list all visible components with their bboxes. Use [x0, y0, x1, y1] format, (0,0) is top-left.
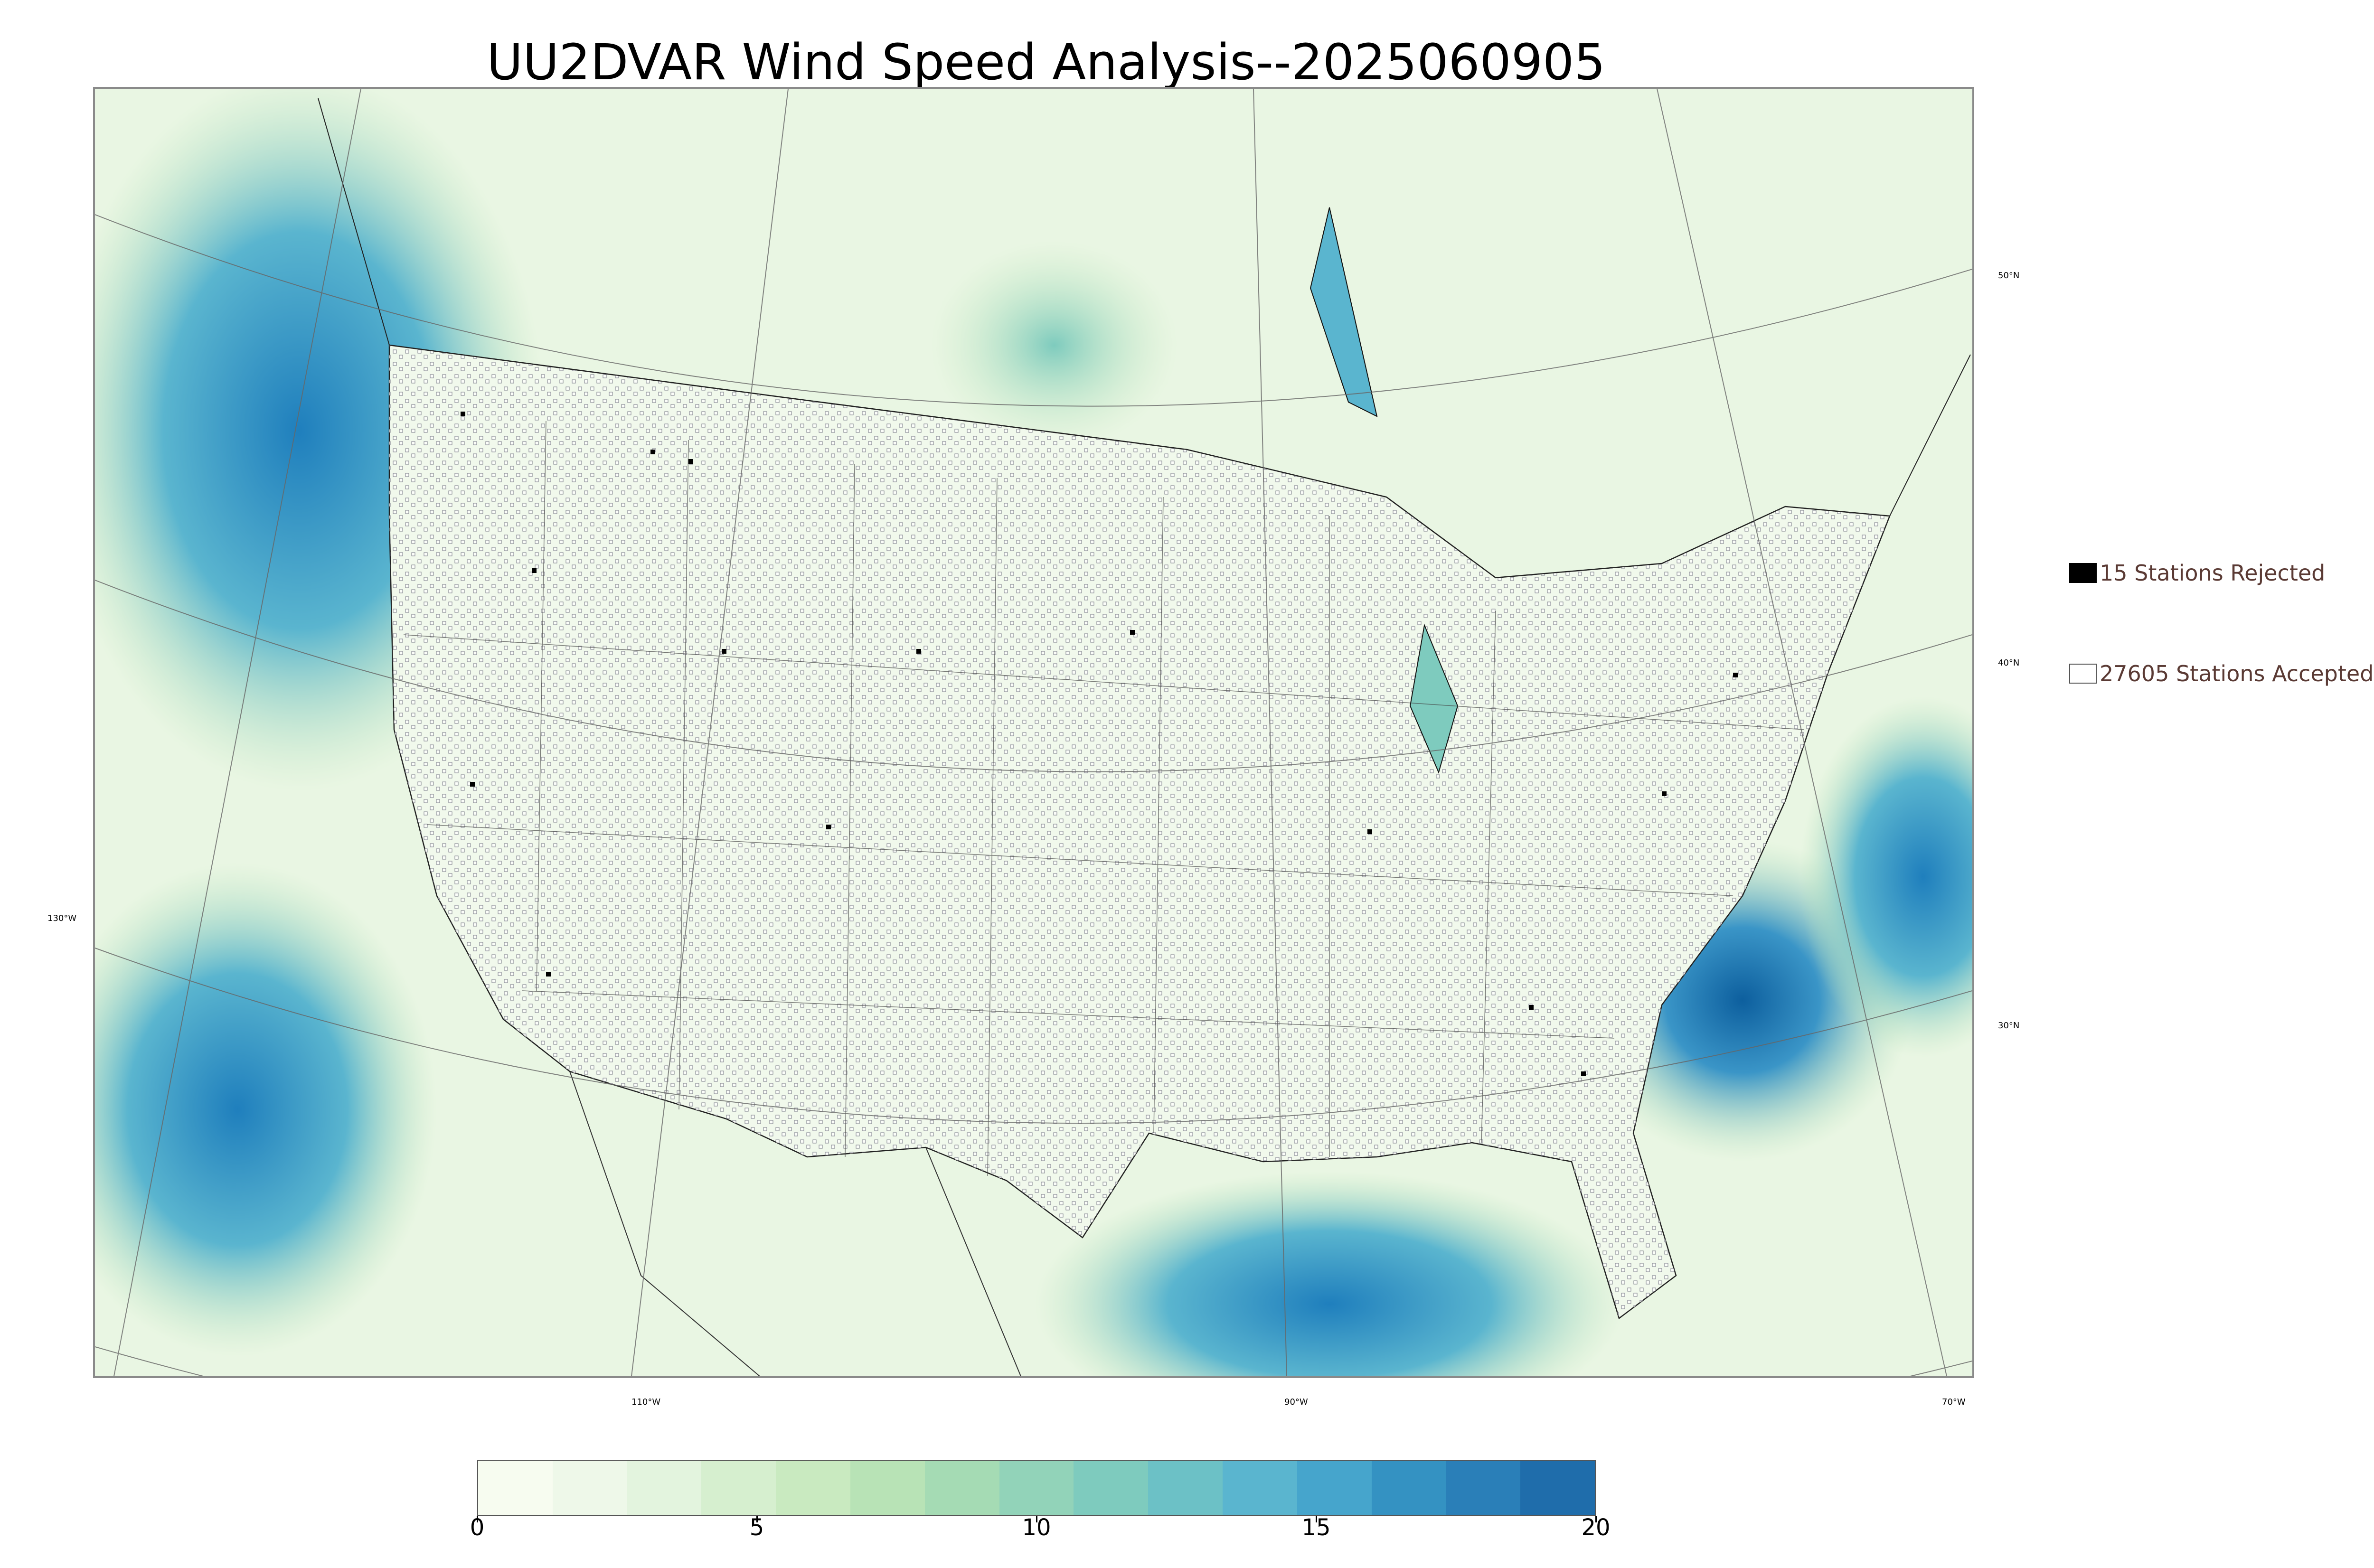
rejected-square-icon — [2069, 563, 2097, 583]
map-title: UU2DVAR Wind Speed Analysis--2025060905 — [487, 33, 1606, 91]
colorbar-segment — [478, 1461, 553, 1515]
lon-label-70w: 70°W — [1942, 1397, 1966, 1407]
pacific-sw-high-wind — [95, 863, 437, 1356]
colorbar-tick — [1036, 1516, 1037, 1522]
colorbar-tick — [476, 1516, 478, 1522]
colorbar-segment — [1222, 1461, 1297, 1515]
legend-accepted: 27605 Stations Accepted — [2069, 661, 2374, 686]
lon-label-110w: 110°W — [631, 1397, 661, 1407]
colorbar-tick-label: 20 — [1581, 1514, 1611, 1541]
colorbar-segment — [1520, 1461, 1595, 1515]
lat-label-40n: 40°N — [1998, 658, 2020, 668]
colorbar-tick-label: 10 — [1022, 1514, 1051, 1541]
colorbar-segment — [701, 1461, 776, 1515]
rejected-stations — [461, 412, 1738, 1076]
lon-label-90w: 90°W — [1284, 1397, 1308, 1407]
map-panel — [93, 87, 1974, 1378]
state-borders — [403, 421, 1805, 1176]
colorbar-segment — [1371, 1461, 1446, 1515]
legend-accepted-label: 27605 Stations Accepted — [2100, 661, 2374, 686]
atlantic-offshore-wind — [1799, 696, 1972, 1057]
legend-rejected-label: 15 Stations Rejected — [2100, 560, 2326, 586]
colorbar-tick — [756, 1516, 758, 1522]
colorbar-segment — [552, 1461, 627, 1515]
legend-rejected: 15 Stations Rejected — [2069, 560, 2325, 586]
colorbar-tick — [1315, 1516, 1317, 1522]
lake-winnipeg-wind — [931, 241, 1178, 450]
colorbar-segment — [999, 1461, 1074, 1515]
lon-label-130w: 130°W — [47, 913, 77, 923]
colorbar — [477, 1460, 1596, 1516]
colorbar-segment — [924, 1461, 999, 1515]
colorbar-segment — [1074, 1461, 1149, 1515]
colorbar-tick — [1595, 1516, 1597, 1522]
colorbar-segment — [1297, 1461, 1372, 1515]
wind-speed-map — [95, 89, 1972, 1376]
accepted-stations-field — [389, 345, 1890, 1318]
gulf-high-wind — [1035, 1171, 1624, 1376]
lake-michigan — [1409, 623, 1459, 774]
colorbar-segment — [627, 1461, 702, 1515]
accepted-square-icon — [2069, 664, 2097, 684]
colorbar-tick-label: 5 — [749, 1514, 764, 1541]
colorbar-segment — [850, 1461, 925, 1515]
colorbar-tick-label: 0 — [470, 1514, 485, 1541]
colorbar-segment — [1148, 1461, 1223, 1515]
graticule — [95, 89, 1972, 1376]
us-canada-border — [318, 98, 1971, 579]
colorbar-segment — [1446, 1461, 1521, 1515]
colorbar-tick-label: 15 — [1301, 1514, 1331, 1541]
lat-label-30n: 30°N — [1998, 1021, 2020, 1031]
mexico-outline — [569, 1071, 1021, 1376]
lake-winnipeg — [1309, 207, 1378, 417]
colorbar-segment — [776, 1461, 850, 1515]
lat-label-50n: 50°N — [1998, 271, 2020, 281]
